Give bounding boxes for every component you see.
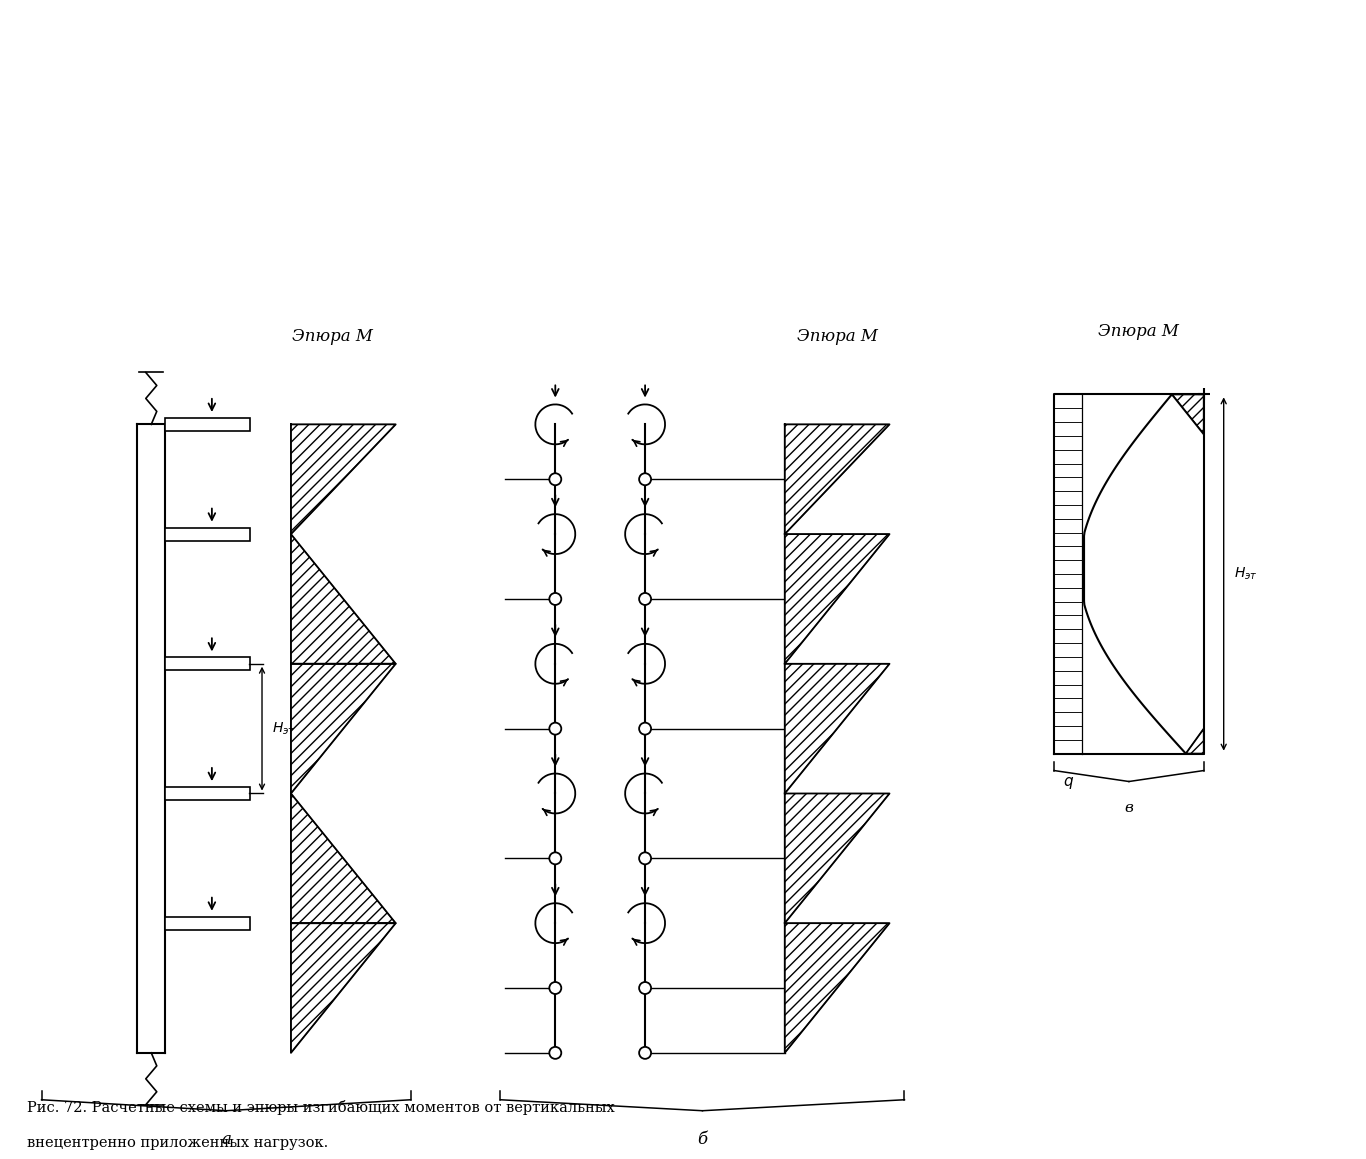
Text: $H_{эт}$: $H_{эт}$ xyxy=(272,721,295,737)
Circle shape xyxy=(549,473,561,486)
Text: q: q xyxy=(1063,773,1072,788)
Bar xyxy=(165,527,250,540)
Polygon shape xyxy=(291,664,396,794)
Polygon shape xyxy=(784,924,889,1052)
Circle shape xyxy=(639,473,652,486)
Polygon shape xyxy=(291,924,396,1052)
Polygon shape xyxy=(784,794,889,924)
Circle shape xyxy=(639,593,652,605)
Polygon shape xyxy=(1186,729,1203,753)
Polygon shape xyxy=(291,794,396,924)
Text: а: а xyxy=(221,1131,231,1147)
Polygon shape xyxy=(784,424,889,534)
Polygon shape xyxy=(291,534,396,664)
Circle shape xyxy=(639,852,652,865)
Circle shape xyxy=(639,1047,652,1059)
Circle shape xyxy=(549,1047,561,1059)
Bar xyxy=(165,917,250,930)
Circle shape xyxy=(549,982,561,994)
Text: внецентренно приложенных нагрузок.: внецентренно приложенных нагрузок. xyxy=(26,1136,328,1150)
Text: Рис. 72. Расчетные схемы и эпюры изгибающих моментов от вертикальных: Рис. 72. Расчетные схемы и эпюры изгибаю… xyxy=(26,1100,615,1115)
Polygon shape xyxy=(291,424,396,534)
Text: Эпюра М: Эпюра М xyxy=(1098,322,1179,340)
Text: Эпюра М: Эпюра М xyxy=(292,328,373,344)
Circle shape xyxy=(549,852,561,865)
Bar xyxy=(165,657,250,670)
Circle shape xyxy=(639,982,652,994)
Circle shape xyxy=(549,593,561,605)
Circle shape xyxy=(549,723,561,735)
Text: $H_{эт}$: $H_{эт}$ xyxy=(1233,566,1257,582)
Text: Эпюра М: Эпюра М xyxy=(796,328,877,344)
Text: б: б xyxy=(698,1131,708,1147)
Polygon shape xyxy=(784,664,889,794)
Text: в: в xyxy=(1124,802,1134,816)
Circle shape xyxy=(639,723,652,735)
Bar xyxy=(165,418,250,431)
Polygon shape xyxy=(1172,394,1203,435)
Bar xyxy=(165,787,250,800)
Polygon shape xyxy=(784,534,889,664)
